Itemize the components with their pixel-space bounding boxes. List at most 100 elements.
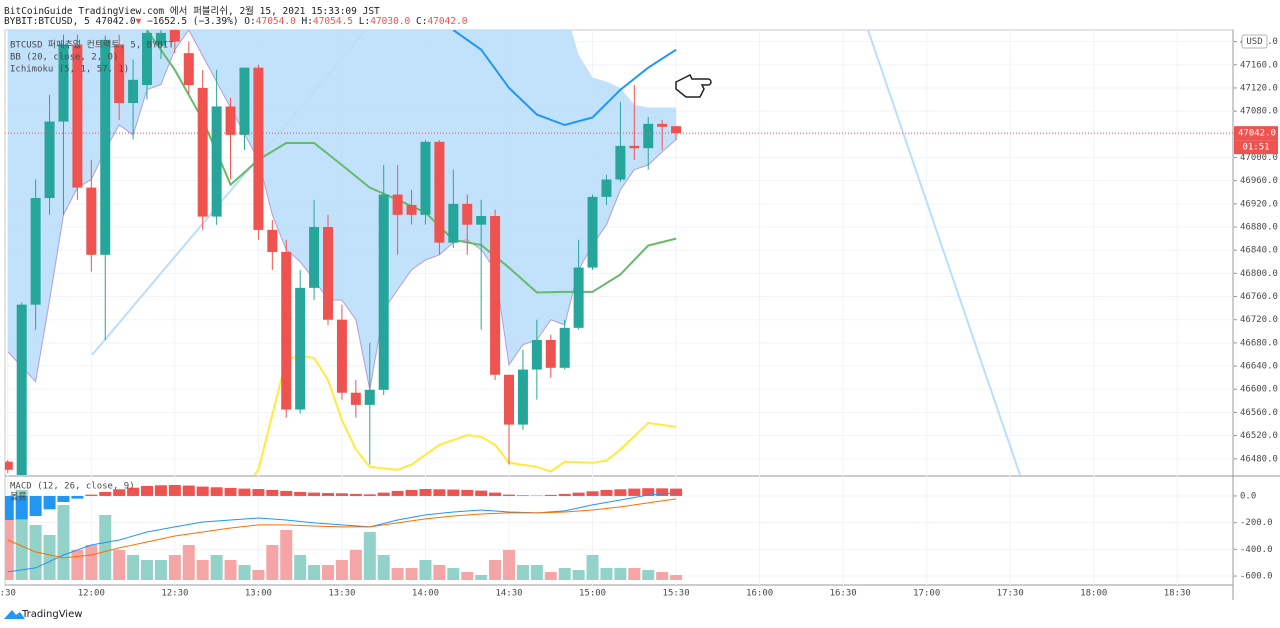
histogram-bar <box>280 490 293 496</box>
histogram-bar <box>642 488 655 496</box>
histogram-bar <box>670 488 683 496</box>
y-tick-label: -600.0 <box>1240 572 1273 582</box>
candle-body <box>448 203 459 243</box>
x-tick-label: 13:00 <box>245 589 272 599</box>
candle-body <box>128 79 139 104</box>
volume-bar <box>586 555 599 580</box>
histogram-bar <box>335 493 348 496</box>
volume-bar <box>196 560 209 580</box>
histogram-bar <box>600 489 613 496</box>
candle-body <box>629 145 640 149</box>
candle-body <box>100 39 111 255</box>
volume-bar <box>71 550 84 580</box>
candle-body <box>267 229 278 252</box>
histogram-bar <box>419 489 432 496</box>
candle-body <box>517 369 528 425</box>
volume-bar <box>405 568 418 580</box>
volume-bar <box>656 572 669 580</box>
bb-cloud <box>7 30 677 390</box>
candle-body <box>406 204 417 215</box>
candle-body <box>211 106 222 217</box>
axes: :30 12:00 12:30 13:00 13:30 14:00 14:30 15:00 15… <box>0 37 1278 599</box>
histogram-bar <box>85 494 98 496</box>
last-price-label: 47042.0 <box>1238 129 1276 139</box>
y-tick-label: -400.0 <box>1240 545 1273 555</box>
histogram-bar <box>628 488 641 496</box>
macd-line <box>7 498 677 559</box>
h-key: H: <box>301 16 313 27</box>
volume-bar <box>280 530 293 580</box>
volume-bar <box>308 565 321 580</box>
histogram-bar <box>544 494 557 496</box>
countdown-badge <box>1234 140 1278 155</box>
legend-entry: BB (20, close, 2, 0) <box>10 53 118 63</box>
h: 47054.5 <box>312 16 354 27</box>
histogram-bar <box>614 489 627 496</box>
histogram-bar <box>503 494 516 496</box>
logo <box>4 610 25 619</box>
macd-line <box>7 492 677 573</box>
x-tick-label: 14:00 <box>412 589 439 599</box>
volume-bar <box>224 560 237 580</box>
candle-body <box>420 141 431 215</box>
x-tick-label: 13:30 <box>328 589 355 599</box>
x-tick-label: 14:30 <box>495 589 522 599</box>
y-tick-label: 46680.0 <box>1240 338 1278 348</box>
candle-body <box>657 123 668 127</box>
candle-body <box>462 203 473 225</box>
candle-body <box>309 227 320 288</box>
volume-bar <box>168 555 181 580</box>
y-tick-label: 46960.0 <box>1240 176 1278 186</box>
histogram-bar <box>516 495 529 496</box>
candle-body <box>643 123 654 149</box>
l: 47030.0 <box>370 16 411 27</box>
last-price-badge <box>1234 126 1278 141</box>
candles <box>5 30 682 475</box>
candle-body <box>559 327 570 368</box>
l-key: L: <box>358 16 371 27</box>
volume-bar <box>252 570 265 580</box>
volume-bar <box>475 575 488 580</box>
macd-pane <box>5 485 683 580</box>
y-tick-label: 46480.0 <box>1240 454 1278 464</box>
x-tick-label: 17:30 <box>997 589 1024 599</box>
candle-body <box>504 374 515 425</box>
histogram-bar <box>57 495 70 502</box>
histogram-bar <box>5 495 14 520</box>
y-tick-label: 47160.0 <box>1240 60 1278 70</box>
volume-bar <box>600 568 613 580</box>
volume-bar <box>419 560 432 580</box>
volume-bar <box>127 555 140 580</box>
y-tick-label: 46840.0 <box>1240 246 1278 256</box>
y-tick-label: 47080.0 <box>1240 107 1278 117</box>
y-tick-label: 46800.0 <box>1240 269 1278 279</box>
y-tick-label: 46720.0 <box>1240 315 1278 325</box>
volume-bar <box>238 565 251 580</box>
volume-bar <box>433 565 446 580</box>
currency-badge <box>1241 34 1268 49</box>
candle-body <box>197 87 208 217</box>
histogram-bar <box>182 485 195 496</box>
histogram-bar <box>141 485 154 496</box>
candle-body <box>336 319 347 393</box>
x-tick-label: :30 <box>0 589 16 599</box>
candle-body <box>155 32 166 46</box>
candle-body <box>295 287 306 410</box>
volume-bar <box>154 560 167 580</box>
volume-bar <box>182 545 195 580</box>
histogram-bar <box>447 489 460 496</box>
histogram-bar <box>433 489 446 496</box>
histogram-bar <box>656 488 669 496</box>
histogram-bar <box>377 492 390 496</box>
legend-entry: BTCUSD 퍼페추얼 컨트랙트, 5, BYBIT <box>10 40 174 51</box>
candle-body <box>323 227 334 320</box>
histogram-bar <box>349 493 362 496</box>
volume-bar <box>266 545 279 580</box>
candle-body <box>169 30 180 42</box>
candle-body <box>253 67 264 230</box>
volume-bar <box>335 560 348 580</box>
histogram-bar <box>168 485 181 496</box>
candle-body <box>183 53 194 86</box>
volume-bar <box>530 565 543 580</box>
